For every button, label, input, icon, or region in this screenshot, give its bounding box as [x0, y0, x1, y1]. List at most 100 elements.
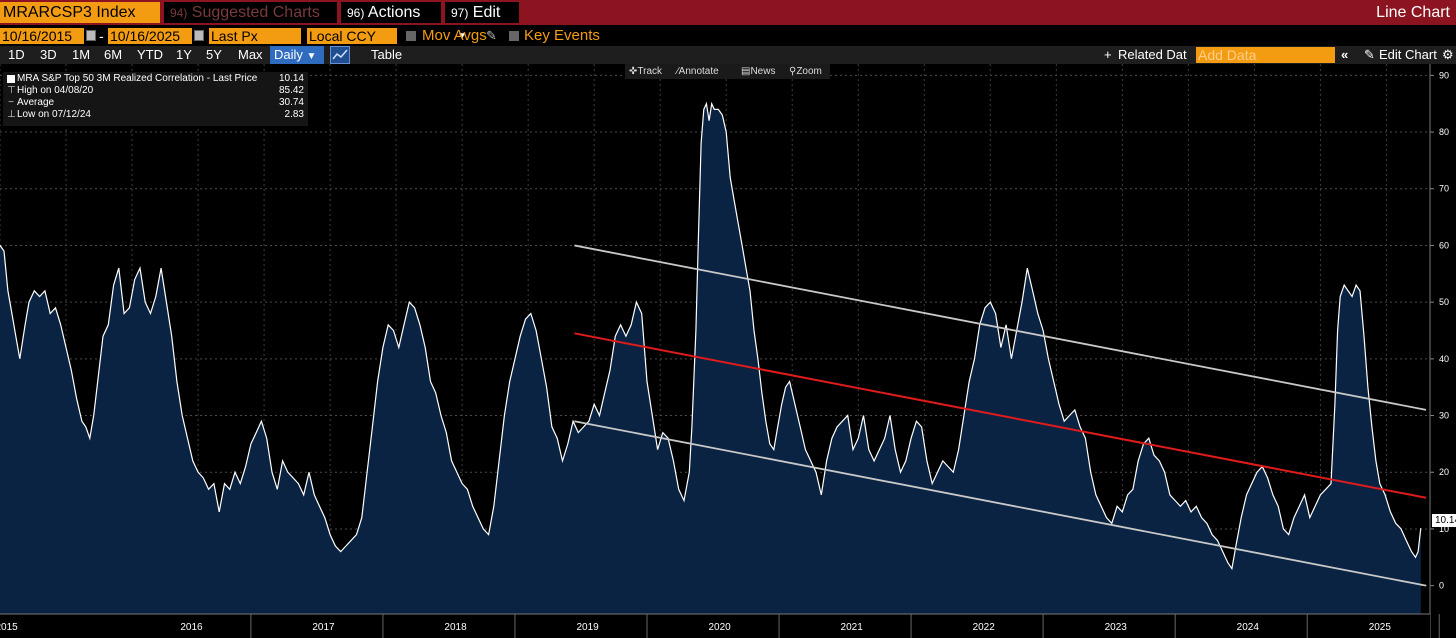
- channel-line: [574, 244, 1427, 411]
- period-1y[interactable]: 1Y: [176, 47, 192, 62]
- controls-bar: 10/16/2015 - 10/16/2025 Last Px Local CC…: [0, 27, 1456, 45]
- y-tick-label: 40: [1439, 354, 1449, 364]
- chart-tools: ✜ Track ∕ Annotate ▤ News ⚲ Zoom: [625, 64, 830, 79]
- header-bar: MRARCSP3 Index 94) Suggested Charts ▼ 96…: [0, 0, 1456, 42]
- key-events-label[interactable]: Key Events: [524, 27, 600, 44]
- chart-area[interactable]: 0 10 20 30 40 50 60 70 80 90 2015 2016 2017 2018 2019…: [0, 64, 1456, 638]
- x-tick-label: 2024: [1237, 622, 1260, 633]
- legend-average-value: 30.74: [278, 97, 304, 108]
- menu-number: 96): [347, 6, 365, 20]
- period-bar: 1D 3D 1M 6M YTD 1Y 5Y Max Daily ▼ Table …: [0, 46, 1456, 64]
- chart-type-label: Line Chart: [1376, 4, 1450, 21]
- y-tick-label: 10: [1439, 524, 1449, 534]
- period-1d[interactable]: 1D: [8, 47, 25, 62]
- legend-high-label: High on 04/08/20: [17, 85, 94, 96]
- legend-series-row: MRA S&P Top 50 3M Realized Correlation -…: [3, 73, 308, 85]
- period-ytd[interactable]: YTD: [137, 47, 163, 62]
- menu-number: 97): [451, 6, 469, 20]
- x-tick-label: 2019: [576, 622, 599, 633]
- y-tick-label: 50: [1439, 297, 1449, 307]
- legend-average-label: Average: [17, 97, 55, 108]
- period-max[interactable]: Max: [238, 47, 263, 62]
- last-value-tag: 10.14: [1432, 514, 1456, 527]
- y-tick-label: 60: [1439, 240, 1449, 250]
- frequency-label: Daily: [274, 47, 303, 62]
- edit-menu[interactable]: 97) Edit ▼: [445, 2, 519, 42]
- date-separator: -: [99, 28, 104, 44]
- plus-icon[interactable]: +: [1104, 47, 1112, 62]
- x-axis: 2015 2016 2017 2018 2019 2020 2021 2022 2023 2024…: [0, 613, 1440, 638]
- start-date-field[interactable]: 10/16/2015: [0, 28, 84, 44]
- legend-high-value: 85.42: [278, 85, 304, 96]
- track-label: Track: [637, 66, 663, 77]
- annotate-tool[interactable]: ∕ Annotate: [677, 66, 719, 77]
- gear-icon[interactable]: ⚙: [1442, 47, 1454, 62]
- trend-line: [574, 332, 1427, 499]
- frequency-select[interactable]: Daily ▼: [270, 46, 324, 64]
- x-tick-label: 2018: [444, 622, 467, 633]
- related-data-button[interactable]: Related Dat: [1118, 47, 1187, 62]
- legend-series-label: MRA S&P Top 50 3M Realized Correlation -…: [17, 73, 258, 84]
- period-3d[interactable]: 3D: [40, 47, 57, 62]
- x-tick-label: 2025: [1369, 622, 1392, 633]
- y-tick-label: 80: [1439, 127, 1449, 137]
- key-events-checkbox[interactable]: [509, 31, 519, 41]
- legend-high-row: ⊤ High on 04/08/20 85.42: [3, 85, 308, 97]
- x-tick-label: 2020: [708, 622, 731, 633]
- zoom-label: Zoom: [796, 66, 822, 77]
- menu-number: 94): [170, 6, 188, 20]
- end-date-field[interactable]: 10/16/2025: [108, 28, 192, 44]
- menu-label: Edit: [472, 4, 501, 21]
- news-tool[interactable]: ▤ News: [741, 66, 776, 77]
- x-tick-label: 2021: [841, 622, 864, 633]
- chevron-down-icon: ▼: [457, 31, 467, 42]
- x-tick-label: 2015: [0, 622, 18, 633]
- low-marker-icon: ⊥: [7, 109, 16, 120]
- y-tick-label: 0: [1439, 581, 1444, 591]
- x-axis-strip: [0, 614, 1430, 638]
- menu-label: Actions: [367, 4, 421, 21]
- legend-series-value: 10.14: [278, 73, 304, 84]
- x-tick-label: 2022: [973, 622, 996, 633]
- series-line: [0, 101, 1422, 571]
- currency-label: Local CCY: [309, 28, 376, 44]
- x-tick-label: 2023: [1105, 622, 1128, 633]
- pencil-icon[interactable]: ✎: [1364, 47, 1375, 62]
- y-tick-label: 30: [1439, 411, 1449, 421]
- menu-label: Suggested Charts: [191, 4, 320, 21]
- line-chart-icon[interactable]: [330, 46, 350, 64]
- zoom-tool[interactable]: ⚲ Zoom: [789, 66, 822, 77]
- mov-avgs-checkbox[interactable]: [406, 31, 416, 41]
- legend-average-row: − Average 30.74: [3, 97, 308, 109]
- high-marker-icon: ⊤: [7, 85, 16, 96]
- legend-low-label: Low on 07/12/24: [17, 109, 91, 120]
- calendar-icon[interactable]: [194, 30, 204, 41]
- collapse-icon[interactable]: «: [1341, 47, 1349, 62]
- pencil-icon[interactable]: ✎: [486, 28, 497, 43]
- period-6m[interactable]: 6M: [104, 47, 123, 62]
- news-label: News: [750, 66, 776, 77]
- suggested-charts-menu[interactable]: 94) Suggested Charts ▼: [164, 2, 337, 42]
- currency-select[interactable]: Local CCY: [307, 28, 397, 44]
- actions-menu[interactable]: 96) Actions ▼: [341, 2, 441, 42]
- average-marker-icon: −: [8, 97, 14, 108]
- table-button[interactable]: Table: [371, 47, 403, 62]
- add-data-input[interactable]: Add Data: [1196, 47, 1335, 63]
- ticker-field[interactable]: MRARCSP3 Index: [0, 2, 160, 23]
- x-tick-label: 2016: [180, 622, 203, 633]
- channel-line: [574, 420, 1427, 587]
- period-1m[interactable]: 1M: [72, 47, 91, 62]
- annotate-label: Annotate: [678, 66, 719, 77]
- mov-avgs-label[interactable]: Mov Avgs: [422, 27, 487, 44]
- legend-low-value: 2.83: [284, 109, 304, 120]
- legend: MRA S&P Top 50 3M Realized Correlation -…: [3, 72, 308, 126]
- trend-lines: [574, 244, 1427, 587]
- y-axis: 0 10 20 30 40 50 60 70 80 90: [1429, 64, 1449, 638]
- field-select[interactable]: Last Px: [209, 28, 301, 44]
- series-swatch: [7, 75, 15, 83]
- period-5y[interactable]: 5Y: [206, 47, 222, 62]
- edit-chart-button[interactable]: Edit Chart: [1379, 47, 1437, 62]
- calendar-icon[interactable]: [86, 30, 96, 41]
- y-tick-label: 90: [1439, 70, 1449, 80]
- track-tool[interactable]: ✜ Track: [629, 66, 663, 77]
